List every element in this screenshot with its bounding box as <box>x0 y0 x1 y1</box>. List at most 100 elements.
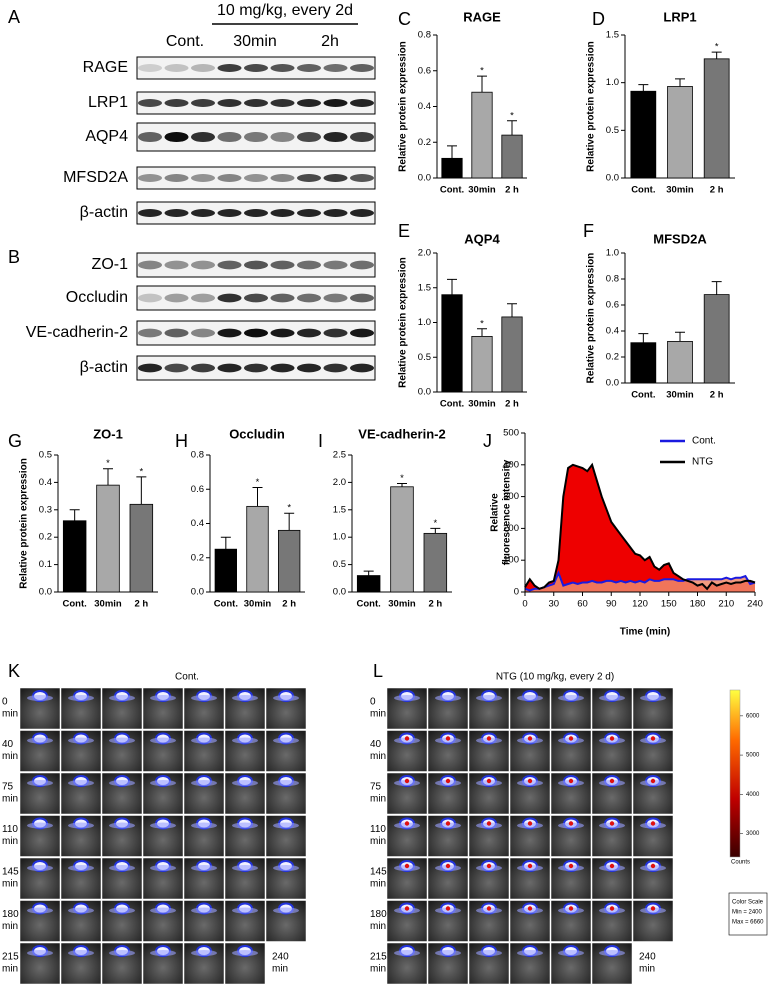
image-cell <box>550 942 592 985</box>
head-signal-side <box>476 695 502 701</box>
x-tick-label: 180 <box>690 599 706 610</box>
time-unit: min <box>370 964 386 975</box>
group-label: Cont. <box>166 33 204 50</box>
x-tick-label: 0 <box>522 599 527 610</box>
line <box>524 570 756 592</box>
protein-label: VE-cadherin-2 <box>26 324 128 341</box>
y-axis-label: fluorescence intensity <box>502 459 513 565</box>
time-unit: min <box>370 709 386 720</box>
hot-spot <box>445 863 451 869</box>
head-signal-side <box>150 780 176 786</box>
panel-letter: A <box>8 7 20 27</box>
blot-band <box>323 64 348 72</box>
head-signal-side <box>394 950 420 956</box>
time-label: 75 <box>2 782 14 793</box>
error-bar <box>284 512 295 531</box>
colorbar-label: Counts <box>731 860 750 866</box>
blot-band <box>164 174 189 182</box>
protein-label: β-actin <box>80 204 128 221</box>
head-signal-side <box>68 695 94 701</box>
hot-spot <box>568 736 574 741</box>
y-tick-label: 400 <box>503 459 519 470</box>
time-label: 0 <box>370 697 376 708</box>
blot-band <box>217 293 242 303</box>
blot-band <box>244 260 268 270</box>
x-tick-label: 2 h <box>505 185 519 196</box>
blot-band <box>164 64 189 72</box>
error-bar <box>711 51 722 59</box>
y-tick-label: 2.5 <box>333 450 346 461</box>
time-label: 240 <box>272 952 289 963</box>
y-tick-label: 1.0 <box>418 317 431 328</box>
head-signal-side <box>232 865 258 871</box>
panel-title: Cont. <box>175 672 199 683</box>
error-bar <box>675 331 685 342</box>
blot-band <box>350 260 374 270</box>
y-tick-label: 0.2 <box>39 532 52 543</box>
bar <box>630 342 657 384</box>
x-tick-label: Cont. <box>440 185 464 196</box>
head-signal-side <box>191 907 217 914</box>
hot-spot <box>486 863 492 869</box>
hot-spot <box>527 736 533 741</box>
x-tick-label: 30min <box>94 599 122 610</box>
blot-band <box>191 328 215 338</box>
hot-spot <box>404 863 410 869</box>
x-tick-label: Cont. <box>214 599 238 610</box>
time-label: 215 <box>2 952 19 963</box>
blot-band <box>191 209 215 217</box>
protein-label: Occludin <box>66 289 128 306</box>
blot-band <box>270 209 295 217</box>
time-unit: min <box>272 964 288 975</box>
x-tick-label: Cont. <box>440 399 464 410</box>
blot-band <box>323 99 348 107</box>
hot-spot <box>404 906 410 911</box>
head-signal-side <box>232 737 258 744</box>
y-tick-label: 0.4 <box>418 101 431 112</box>
time-label: 110 <box>370 824 386 835</box>
head-signal-side <box>517 695 543 701</box>
blot-band <box>270 174 295 182</box>
colorbar-tick-label: 6000 <box>746 713 760 719</box>
x-tick-label: 30min <box>468 185 496 196</box>
y-tick-label: 1.0 <box>606 248 619 259</box>
blot-band <box>297 99 321 107</box>
error-bar <box>447 278 457 295</box>
bar <box>356 575 381 593</box>
head-signal-side <box>109 695 135 701</box>
blot-band <box>323 209 348 217</box>
bar <box>703 294 730 384</box>
blot-band <box>138 293 162 303</box>
bar <box>471 91 493 179</box>
blot-band <box>164 363 189 373</box>
time-label: 145 <box>2 867 19 878</box>
line <box>524 462 756 591</box>
y-axis-label: Relative <box>490 493 501 532</box>
y-tick-label: 1.0 <box>606 77 619 88</box>
panel-letter: K <box>8 661 20 681</box>
bar <box>501 134 523 179</box>
error-bar <box>638 84 649 92</box>
head-signal-side <box>476 950 502 956</box>
time-label: 40 <box>2 739 14 750</box>
y-tick-label: 0.1 <box>39 559 52 570</box>
x-tick-label: 2 h <box>710 185 724 196</box>
panel-letter: G <box>8 431 22 451</box>
error-bar <box>507 303 517 317</box>
blot-band <box>270 260 295 270</box>
error-bar <box>638 333 649 343</box>
head-signal-side <box>27 695 53 701</box>
time-label: 110 <box>2 824 18 835</box>
x-tick-label: 2 h <box>710 390 724 401</box>
image-cell <box>550 857 592 900</box>
time-label: 145 <box>370 867 387 878</box>
time-unit: min <box>2 709 18 720</box>
y-axis-label: Relative protein expression <box>398 41 409 172</box>
protein-label: MFSD2A <box>63 169 128 186</box>
time-unit: min <box>639 964 655 975</box>
hot-spot <box>445 906 451 911</box>
y-tick-label: 0 <box>514 587 519 598</box>
blot-band <box>164 131 189 143</box>
time-label: 180 <box>370 909 387 920</box>
time-unit: min <box>2 794 18 805</box>
